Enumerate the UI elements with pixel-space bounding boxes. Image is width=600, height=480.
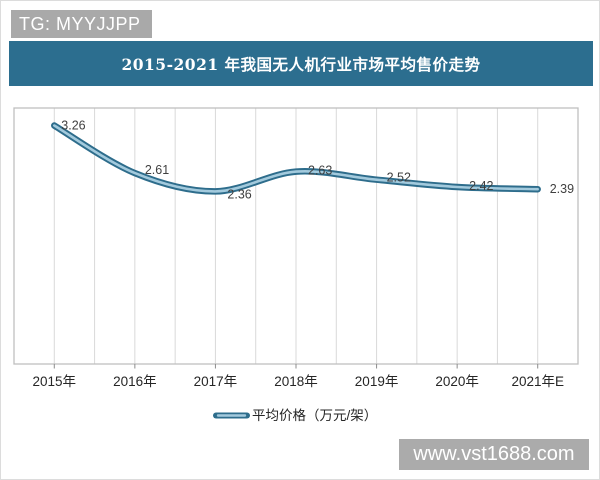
watermark-badge-top: TG: MYYJJPP <box>11 10 152 38</box>
x-axis-label: 2016年 <box>113 374 157 389</box>
data-label: 2.52 <box>387 171 411 185</box>
watermark-top-text: TG: MYYJJPP <box>19 14 141 34</box>
x-axis-label: 2021年E <box>511 374 564 389</box>
data-label: 2.61 <box>145 163 169 177</box>
x-axis-label: 2017年 <box>194 374 238 389</box>
data-label: 2.63 <box>308 164 332 178</box>
x-axis-label: 2018年 <box>274 374 318 389</box>
data-label: 2.36 <box>227 187 251 201</box>
x-axis-label: 2015年 <box>33 374 77 389</box>
x-axis-label: 2020年 <box>435 374 479 389</box>
data-label: 2.42 <box>469 179 493 193</box>
chart-title: 2015-2021 年我国无人机行业市场平均售价走势 <box>121 54 481 74</box>
series-line-core <box>52 124 539 193</box>
chart-title-band: 2015-2021 年我国无人机行业市场平均售价走势 <box>9 41 593 86</box>
x-axis-label: 2019年 <box>355 374 399 389</box>
data-label: 2.39 <box>550 182 574 196</box>
watermark-badge-bottom: www.vst1688.com <box>399 439 589 470</box>
legend-label: 平均价格（万元/架） <box>252 408 377 423</box>
data-label: 3.26 <box>61 119 85 133</box>
watermark-bottom-text: www.vst1688.com <box>413 443 575 465</box>
